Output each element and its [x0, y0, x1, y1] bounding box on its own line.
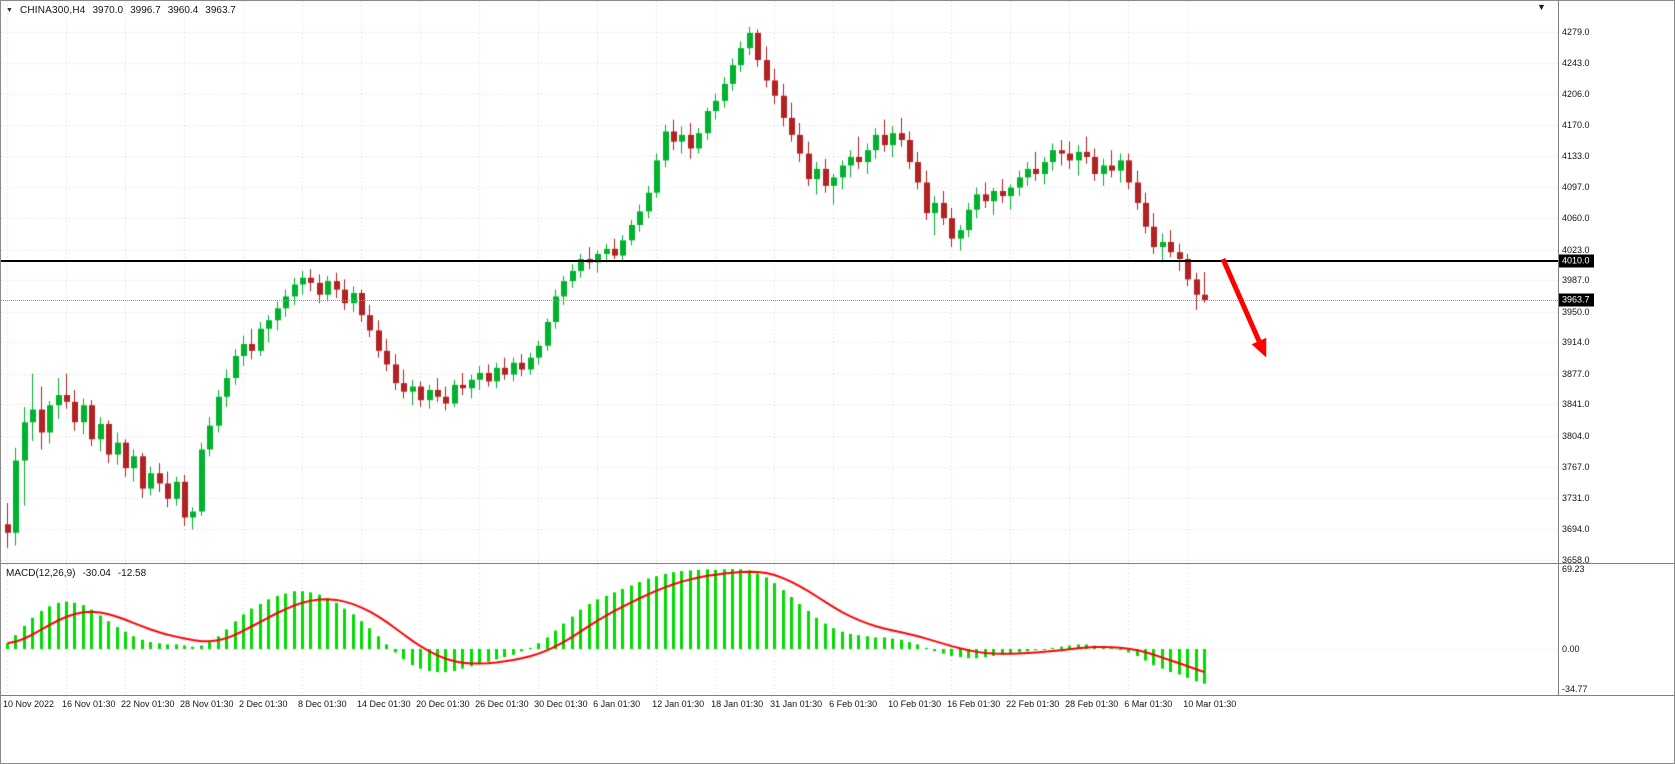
time-tick-label: 26 Dec 01:30	[475, 699, 529, 709]
indicator-signal-value: -12.58	[117, 568, 147, 579]
bid-price-line	[1, 300, 1558, 302]
time-tick-label: 10 Mar 01:30	[1183, 699, 1237, 709]
time-tick-label: 6 Jan 01:30	[593, 699, 641, 709]
time-tick-label: 18 Jan 01:30	[711, 699, 764, 709]
ohlc-close-value: 3963.7	[205, 5, 236, 16]
price-tick-label: 4097.0	[1562, 181, 1590, 192]
panel-divider[interactable]	[1, 563, 1674, 564]
price-tick-label: 3987.0	[1562, 275, 1590, 286]
time-tick-label: 8 Dec 01:30	[298, 699, 347, 709]
indicator-header: MACD(12,26,9) -30.04 -12.58	[6, 568, 146, 579]
bid-price-badge: 3963.7	[1559, 293, 1594, 307]
indicator-tick-label: 0.00	[1562, 644, 1580, 654]
one-click-trading-toggle-icon[interactable]: ▼	[6, 7, 13, 14]
indicator-macd-value: -30.04	[82, 568, 111, 579]
price-tick-label: 4170.0	[1562, 119, 1590, 130]
price-tick-label: 3767.0	[1562, 462, 1590, 473]
hline-price-badge: 4010.0	[1559, 254, 1594, 268]
price-tick-label: 3950.0	[1562, 306, 1590, 317]
time-tick-label: 31 Jan 01:30	[770, 699, 823, 709]
time-tick-label: 16 Nov 01:30	[62, 699, 116, 709]
price-axis-divider	[1558, 1, 1559, 695]
macd-indicator-canvas[interactable]	[1, 564, 1558, 695]
time-tick-label: 30 Dec 01:30	[534, 699, 588, 709]
indicator-tick-label: 69.23	[1562, 564, 1585, 574]
price-tick-label: 3877.0	[1562, 368, 1590, 379]
chart-shift-marker-icon[interactable]: ▼	[1537, 2, 1546, 12]
time-tick-label: 10 Nov 2022	[3, 699, 55, 709]
price-tick-label: 3731.0	[1562, 492, 1590, 503]
down-arrow-annotation[interactable]	[1211, 249, 1281, 374]
ohlc-low-value: 3960.4	[167, 5, 199, 16]
price-tick-label: 4133.0	[1562, 151, 1590, 162]
indicator-tick-label: -34.77	[1562, 684, 1588, 695]
price-tick-label: 4060.0	[1562, 213, 1590, 224]
time-tick-label: 2 Dec 01:30	[239, 699, 288, 709]
time-tick-label: 28 Feb 01:30	[1065, 699, 1119, 709]
price-tick-label: 4023.0	[1562, 244, 1590, 255]
time-axis[interactable]: 10 Nov 2022 16 Nov 01:30 22 Nov 01:30 28 No…	[1, 699, 1558, 715]
price-tick-label: 3658.0	[1562, 555, 1590, 565]
symbol-period-label: CHINA300,H4	[19, 5, 86, 16]
price-tick-label: 3841.0	[1562, 399, 1590, 410]
price-tick-label: 4243.0	[1562, 57, 1590, 68]
chart-header: ▼ CHINA300,H4 3970.0 3996.7 3960.4 3963.…	[6, 5, 236, 16]
time-axis-divider	[1, 695, 1674, 696]
time-tick-label: 20 Dec 01:30	[416, 699, 470, 709]
price-tick-label: 3694.0	[1562, 524, 1590, 535]
ohlc-high-value: 3996.7	[130, 5, 161, 16]
time-tick-label: 10 Feb 01:30	[888, 699, 942, 709]
time-tick-label: 14 Dec 01:30	[357, 699, 411, 709]
time-tick-label: 6 Feb 01:30	[829, 699, 878, 709]
time-tick-label: 6 Mar 01:30	[1124, 699, 1173, 709]
price-tick-label: 4279.0	[1562, 27, 1590, 37]
price-chart-canvas[interactable]	[1, 1, 1558, 563]
ohlc-open-value: 3970.0	[92, 5, 124, 16]
price-tick-label: 4206.0	[1562, 89, 1590, 100]
price-tick-label: 3914.0	[1562, 337, 1590, 348]
price-tick-label: 3804.0	[1562, 430, 1590, 441]
time-tick-label: 22 Feb 01:30	[1006, 699, 1060, 709]
indicator-name-label: MACD(12,26,9)	[6, 568, 76, 579]
time-tick-label: 16 Feb 01:30	[947, 699, 1001, 709]
horizontal-line-object[interactable]	[1, 259, 1558, 262]
time-tick-label: 28 Nov 01:30	[180, 699, 234, 709]
price-axis[interactable]: 4279.0 4243.0 4206.0 4170.0 4133.0 4097.0 4060…	[1558, 1, 1674, 695]
time-tick-label: 12 Jan 01:30	[652, 699, 705, 709]
time-tick-label: 22 Nov 01:30	[121, 699, 175, 709]
